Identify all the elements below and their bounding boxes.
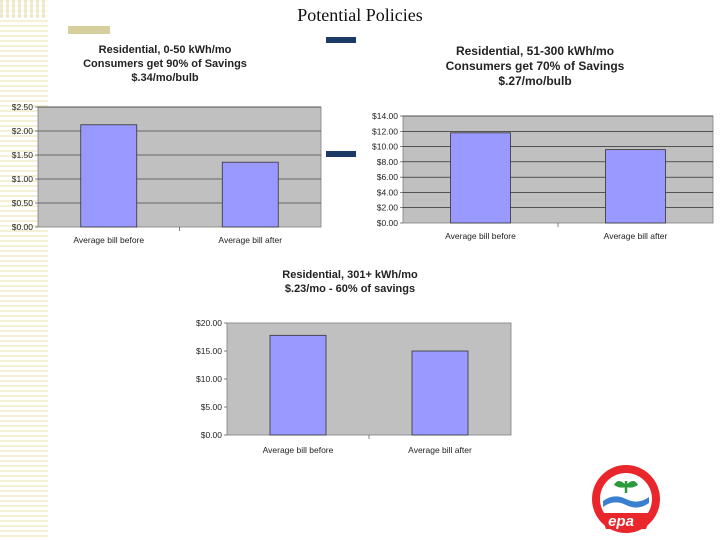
y-tick-label: $15.00 <box>196 346 222 356</box>
plot-area <box>402 115 714 224</box>
bar-2 <box>221 161 279 228</box>
epa-logo-banner <box>600 513 652 529</box>
decor-khaki-bar <box>68 26 110 34</box>
y-tick-label: $0.50 <box>12 198 34 208</box>
bar-1 <box>80 124 138 228</box>
y-tick-label: $14.00 <box>372 111 398 121</box>
chart-title-line: Residential, 0-50 kWh/mo <box>98 44 232 56</box>
page-title: Potential Policies <box>297 5 423 25</box>
bar-chart-residential-301-plus: $0.00 $5.00 $10.00 $15.00 $20.00 Average bill… <box>196 318 512 455</box>
slide-left-stripes <box>0 0 48 540</box>
chart-title-line: Residential, 51-300 kWh/mo <box>455 44 615 58</box>
epa-logo-text: epa <box>608 513 634 530</box>
chart-title-line: $.27/mo/bulb <box>498 74 572 88</box>
chart-title-residential-301-plus: Residential, 301+ kWh/mo $.23/mo - 60% o… <box>230 269 470 297</box>
x-category-label: Average bill before <box>445 231 516 241</box>
decor-navy-dash-middle <box>326 151 356 157</box>
y-tick-label: $1.50 <box>12 150 34 160</box>
bar-2 <box>605 149 666 224</box>
slide-corner-stripes <box>0 0 48 18</box>
chart-title-residential-51-300: Residential, 51-300 kWh/mo Consumers get… <box>410 44 660 89</box>
y-tick-label: $20.00 <box>196 318 222 328</box>
chart-title-residential-0-50: Residential, 0-50 kWh/mo Consumers get 9… <box>45 44 285 85</box>
x-category-label: Average bill after <box>604 231 668 241</box>
y-tick-label: $8.00 <box>377 157 399 167</box>
y-tick-label: $10.00 <box>196 374 222 384</box>
y-tick-label: $6.00 <box>377 172 399 182</box>
y-tick-label: $2.00 <box>12 126 34 136</box>
epa-logo-wave-icon <box>603 496 649 508</box>
chart-title-line: $.34/mo/bulb <box>131 71 199 84</box>
y-tick-label: $0.00 <box>377 218 399 228</box>
bar-chart-residential-0-50: $0.00 $0.50 $1.00 $1.50 $2.00 $2.50 Average bi… <box>12 102 322 245</box>
epa-logo-leaf-icon <box>614 481 626 488</box>
epa-logo: epa <box>592 465 660 533</box>
bar-1 <box>450 132 511 224</box>
y-tick-label: $10.00 <box>372 142 398 152</box>
bar-chart-residential-51-300: $0.00 $2.00 $4.00 $6.00 $8.00 $10.00 $12.00 $14… <box>372 111 714 241</box>
chart-title-line: Residential, 301+ kWh/mo <box>282 269 418 281</box>
bar-1 <box>269 334 327 436</box>
chart-title-line: $.23/mo - 60% of savings <box>284 282 416 295</box>
x-category-label: Average bill before <box>263 445 334 455</box>
epa-logo-leaf-icon <box>626 481 638 488</box>
y-tick-label: $1.00 <box>12 174 34 184</box>
y-tick-label: $2.50 <box>12 102 34 112</box>
chart-title-line: Consumers get 90% of Savings <box>83 57 247 70</box>
y-tick-label: $0.00 <box>201 430 223 440</box>
y-tick-label: $12.00 <box>372 126 398 136</box>
bar-2 <box>411 350 469 436</box>
y-tick-label: $4.00 <box>377 187 399 197</box>
y-tick-label: $0.00 <box>12 222 34 232</box>
x-category-label: Average bill after <box>408 445 472 455</box>
y-tick-label: $2.00 <box>377 203 399 213</box>
chart-title-line: Consumers get 70% of Savings <box>445 59 625 73</box>
x-category-label: Average bill before <box>73 235 144 245</box>
x-category-label: Average bill after <box>218 235 282 245</box>
y-tick-label: $5.00 <box>201 402 223 412</box>
decor-navy-dash-top <box>326 37 356 43</box>
